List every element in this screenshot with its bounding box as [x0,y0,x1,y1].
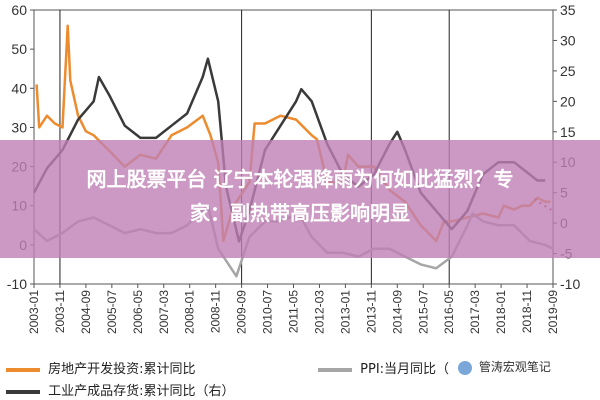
x-tick-label: 2011-05 [287,290,301,333]
x-tick-label: 2014-09 [390,290,404,334]
x-tick-label: 2007-03 [157,290,171,334]
y-right-tick-label: 25 [560,63,576,79]
y-left-tick-label: 30 [11,119,27,135]
headline-line-2: 家：副热带高压影响明显 [190,201,410,225]
legend-label: 工业产成品存货:累计同比（右） [48,384,235,399]
y-right-tick-label: 15 [560,124,576,140]
x-tick-label: 2010-07 [261,290,275,334]
x-tick-label: 2005-07 [105,290,119,334]
x-tick-label: 2017-03 [468,290,482,334]
x-tick-label: 2003-01 [27,290,41,334]
y-left-tick-label: 50 [11,41,27,57]
x-tick-label: 2006-05 [131,290,145,334]
headline-line-1: 网上股票平台 辽宁本轮强降雨为何如此猛烈？专 [86,167,514,191]
y-right-tick-label: 35 [560,2,576,18]
x-tick-label: 2009-09 [235,290,249,334]
watermark: 管涛宏观笔记 [458,358,551,375]
legend-item-ppi: PPI:当月同比（ [318,358,449,377]
y-left-tick-label: 60 [11,2,27,18]
legend-swatch-gray [318,367,352,372]
x-tick-label: 2013-11 [364,290,378,333]
x-tick-label: 2013-01 [338,290,352,334]
legend-label: 房地产开发投资:累计同比 [48,362,196,377]
legend-swatch-dark [6,389,40,394]
wechat-icon [458,360,472,375]
headline[interactable]: 网上股票平台 辽宁本轮强降雨为何如此猛烈？专 家：副热带高压影响明显 [0,162,600,230]
headline-banner [0,140,600,258]
x-tick-label: 2004-09 [79,290,93,334]
x-tick-label: 2019-09 [546,290,560,334]
legend-item-inventory: 工业产成品存货:累计同比（右） [6,380,235,399]
legend-swatch-orange [6,367,40,372]
x-tick-label: 2018-11 [520,290,534,333]
x-tick-label: 2008-11 [209,290,223,333]
x-tick-label: 2016-05 [442,290,456,334]
legend-item-real-estate: 房地产开发投资:累计同比 [6,358,196,377]
y-left-tick-label: 40 [11,80,27,96]
x-tick-label: 2018-01 [494,290,508,334]
watermark-text: 管涛宏观笔记 [478,360,551,374]
x-tick-label: 2003-11 [53,290,67,333]
x-tick-label: 2008-01 [183,290,197,334]
x-tick-label: 2015-07 [416,290,430,334]
y-right-tick-label: -10 [560,276,580,292]
y-left-tick-label: -10 [7,276,27,292]
y-right-tick-label: 20 [560,93,576,109]
legend-label: PPI:当月同比（ [360,362,450,377]
y-right-tick-label: 30 [560,32,576,48]
x-tick-label: 2012-03 [312,290,326,334]
